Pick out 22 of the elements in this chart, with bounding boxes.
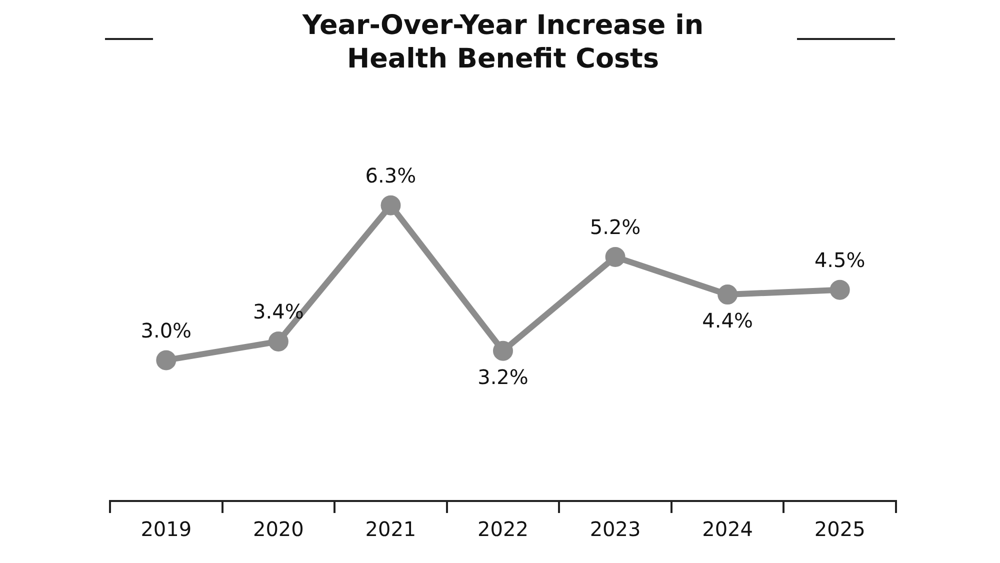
x-tick-label: 2024: [702, 517, 754, 542]
x-tick-label: 2022: [478, 517, 528, 542]
point: [268, 331, 288, 352]
point: [493, 340, 513, 361]
point: [380, 195, 401, 216]
data-label: 4.5%: [814, 248, 866, 272]
x-tick-label: 2021: [365, 517, 416, 542]
data-label: 3.0%: [140, 318, 192, 342]
point: [156, 350, 176, 370]
point: [605, 246, 626, 267]
data-label: 6.3%: [365, 164, 416, 188]
x-tick-label: 2025: [814, 517, 866, 542]
x-tick-label: 2023: [590, 517, 641, 542]
data-label: 3.4%: [253, 300, 304, 324]
data-label: 4.4%: [702, 308, 753, 333]
point: [718, 284, 738, 305]
data-label: 3.2%: [478, 365, 528, 390]
data-label: 5.2%: [590, 215, 641, 240]
x-tick-label: 2019: [140, 517, 192, 542]
x-tick-label: 2020: [252, 517, 304, 542]
point: [830, 280, 850, 300]
chart-title: Year-Over-Year Increase in Health Benefit Costs: [301, 10, 704, 75]
